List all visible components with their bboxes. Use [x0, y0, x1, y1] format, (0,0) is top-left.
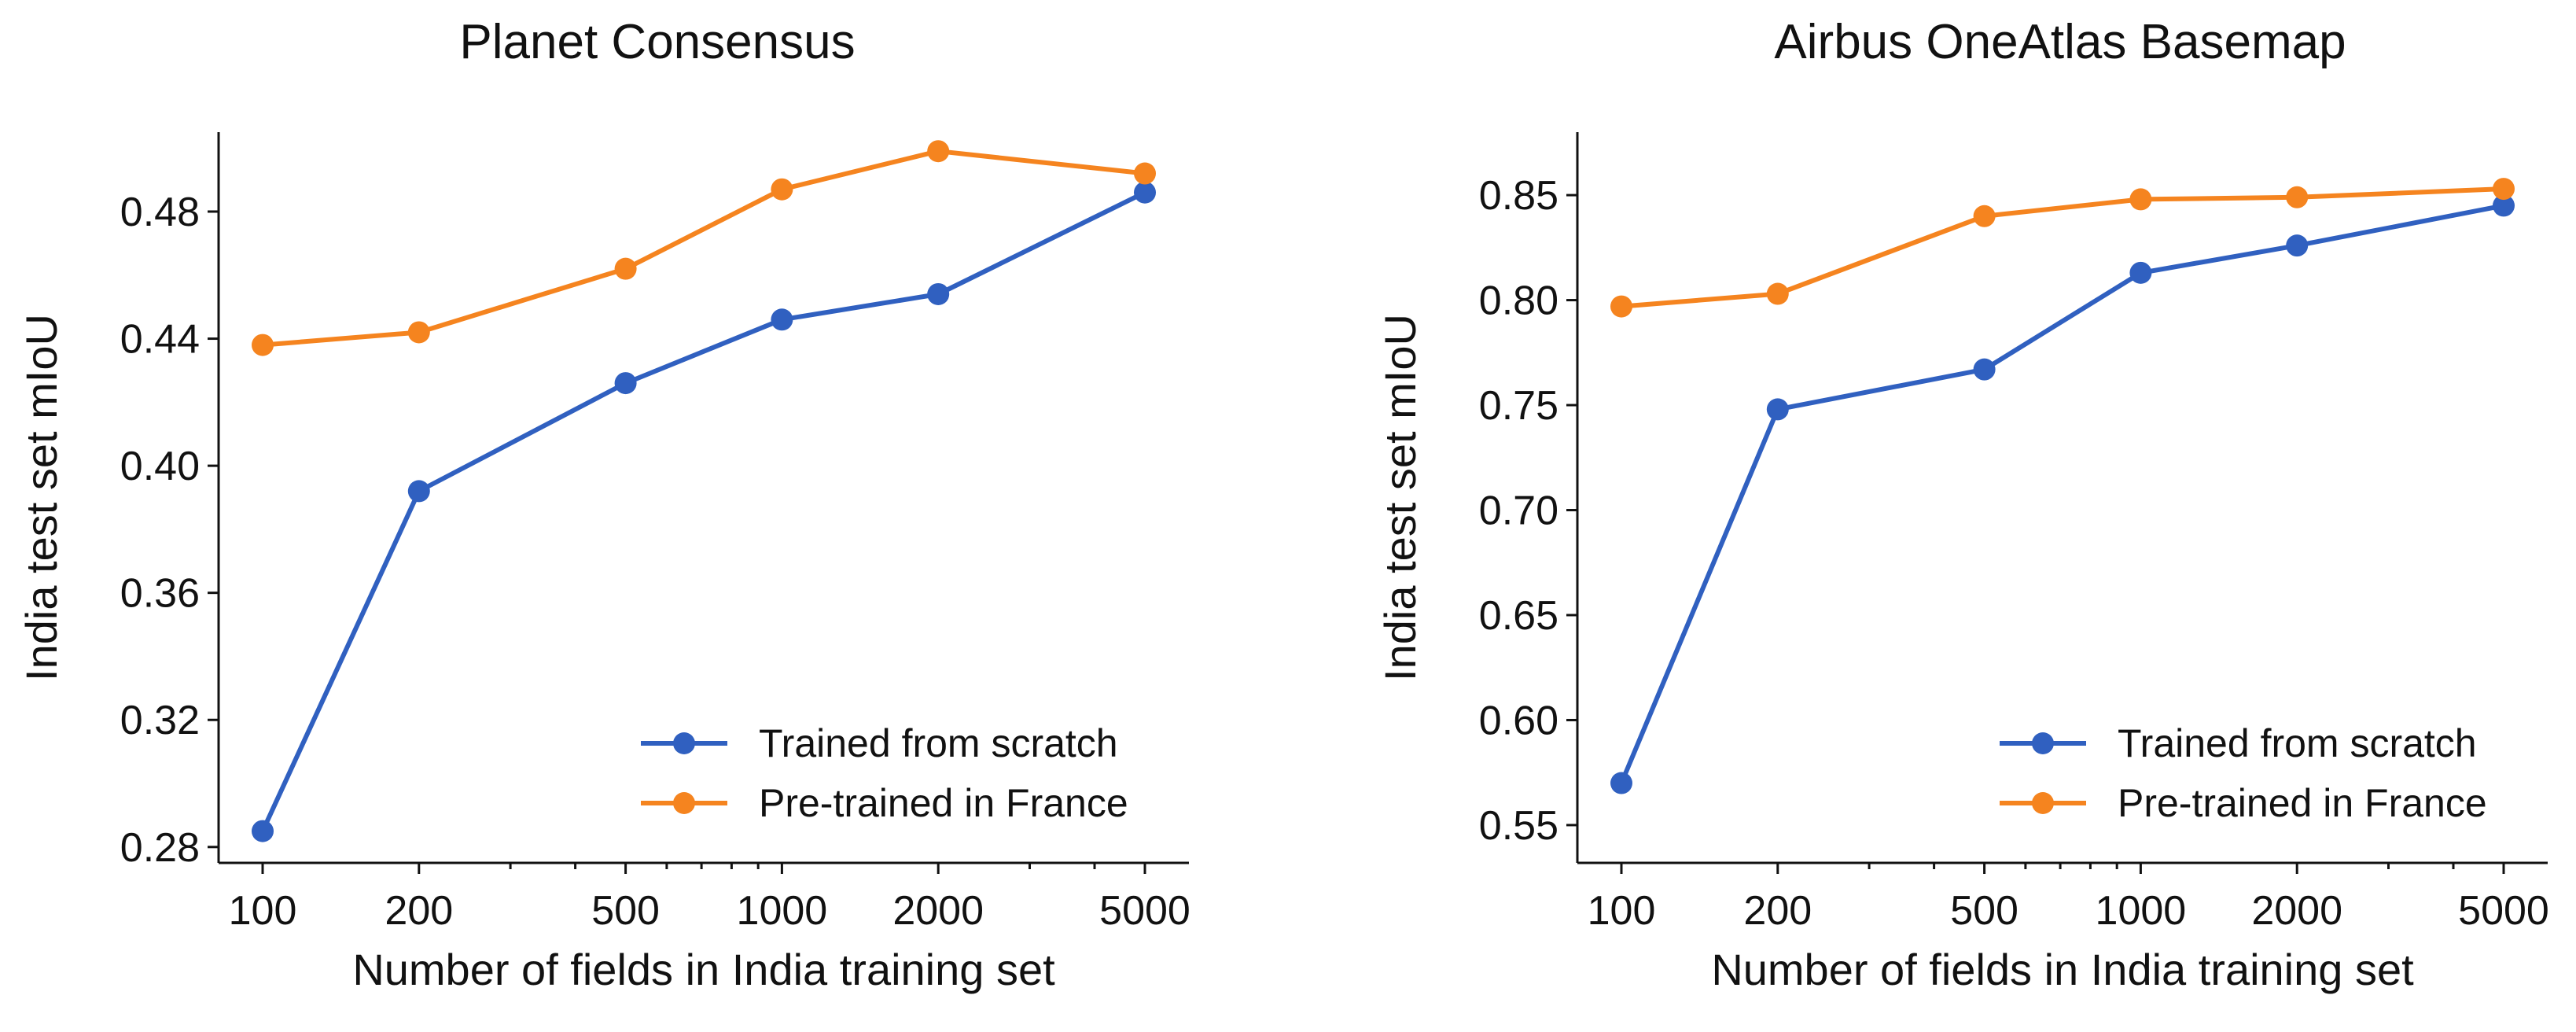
- x-tick-label: 500: [591, 888, 660, 934]
- y-tick-label: 0.65: [1479, 593, 1558, 639]
- x-tick-label: 200: [1743, 888, 1812, 934]
- x-tick-label: 100: [229, 888, 297, 934]
- x-tick-label: 1000: [2096, 888, 2187, 934]
- legend-marker: [673, 792, 695, 814]
- data-point-pre-trained-in-france: [2286, 186, 2309, 208]
- data-point-trained-from-scratch: [1766, 398, 1789, 421]
- legend-label: Trained from scratch: [2118, 721, 2477, 765]
- chart-title: Planet Consensus: [459, 15, 855, 69]
- data-point-pre-trained-in-france: [1134, 162, 1156, 185]
- x-tick-label: 5000: [2458, 888, 2549, 934]
- data-point-pre-trained-in-france: [771, 178, 793, 201]
- x-tick-label: 2000: [2251, 888, 2342, 934]
- series-line-trained-from-scratch: [1619, 203, 2504, 784]
- x-tick-label: 100: [1588, 888, 1656, 934]
- x-tick-label: 1000: [737, 888, 828, 934]
- data-point-trained-from-scratch: [927, 282, 950, 305]
- legend-label: Trained from scratch: [759, 721, 1118, 765]
- legend: Trained from scratch Pre-trained in Franc…: [641, 721, 1128, 825]
- y-tick-label: 0.28: [120, 825, 200, 871]
- y-tick-label: 0.70: [1479, 488, 1558, 534]
- chart-airbus-oneatlas-basemap: Airbus OneAtlas Basemap Number of fields …: [1375, 15, 2549, 994]
- chart-title: Airbus OneAtlas Basemap: [1774, 15, 2346, 69]
- data-point-pre-trained-in-france: [407, 321, 430, 344]
- x-tick-label: 500: [1950, 888, 2018, 934]
- x-axis-label: Number of fields in India training set: [352, 945, 1055, 994]
- y-tick-label: 0.36: [120, 571, 200, 617]
- legend-marker: [2032, 792, 2054, 814]
- y-tick-label: 0.75: [1479, 383, 1558, 429]
- legend-label: Pre-trained in France: [759, 781, 1128, 825]
- data-point-trained-from-scratch: [771, 308, 793, 331]
- x-tick-label: 200: [385, 888, 453, 934]
- y-tick-label: 0.80: [1479, 278, 1558, 324]
- data-point-pre-trained-in-france: [2129, 188, 2152, 211]
- data-point-trained-from-scratch: [252, 820, 274, 842]
- data-point-trained-from-scratch: [1973, 358, 1996, 381]
- y-axis-label: India test set mIoU: [1375, 314, 1425, 681]
- series-line-trained-from-scratch: [260, 190, 1146, 832]
- data-point-trained-from-scratch: [2493, 194, 2515, 217]
- legend-marker: [673, 732, 695, 754]
- y-tick-label: 0.40: [120, 444, 200, 489]
- data-point-trained-from-scratch: [1134, 181, 1156, 204]
- data-point-pre-trained-in-france: [927, 140, 950, 163]
- y-tick-label: 0.55: [1479, 803, 1558, 849]
- y-tick-label: 0.48: [120, 190, 200, 235]
- x-tick-label: 2000: [892, 888, 984, 934]
- data-point-pre-trained-in-france: [252, 334, 274, 356]
- x-tick-label: 5000: [1099, 888, 1190, 934]
- chart-planet-consensus: Planet Consensus Number of fields in Indi…: [17, 15, 1190, 994]
- legend-label: Pre-trained in France: [2118, 781, 2487, 825]
- legend: Trained from scratch Pre-trained in Franc…: [2000, 721, 2487, 825]
- series-line-pre-trained-in-france: [262, 149, 1146, 348]
- data-point-pre-trained-in-france: [1766, 282, 1789, 305]
- data-point-pre-trained-in-france: [614, 257, 637, 280]
- data-point-trained-from-scratch: [614, 372, 637, 395]
- y-tick-label: 0.60: [1479, 698, 1558, 743]
- data-point-trained-from-scratch: [2129, 261, 2152, 284]
- x-axis-label: Number of fields in India training set: [1711, 945, 2414, 994]
- y-axis-label: India test set mIoU: [17, 314, 66, 681]
- data-point-trained-from-scratch: [2286, 234, 2309, 257]
- y-tick-label: 0.85: [1479, 173, 1558, 219]
- data-point-pre-trained-in-france: [2493, 178, 2515, 201]
- data-point-trained-from-scratch: [407, 480, 430, 503]
- series-line-pre-trained-in-france: [1621, 186, 2504, 309]
- legend-marker: [2032, 732, 2054, 754]
- data-point-pre-trained-in-france: [1610, 295, 1632, 318]
- y-tick-label: 0.32: [120, 698, 200, 743]
- y-tick-label: 0.44: [120, 317, 200, 363]
- data-point-trained-from-scratch: [1610, 772, 1632, 794]
- data-point-pre-trained-in-france: [1973, 205, 1996, 227]
